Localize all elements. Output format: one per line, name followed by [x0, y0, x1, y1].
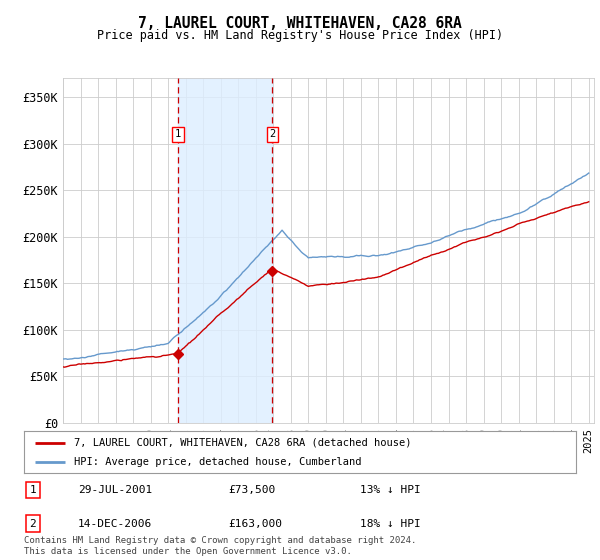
Text: 14-DEC-2006: 14-DEC-2006 — [78, 519, 152, 529]
Text: 29-JUL-2001: 29-JUL-2001 — [78, 485, 152, 495]
Text: Price paid vs. HM Land Registry's House Price Index (HPI): Price paid vs. HM Land Registry's House … — [97, 29, 503, 42]
Bar — [178, 78, 272, 423]
Text: 7, LAUREL COURT, WHITEHAVEN, CA28 6RA: 7, LAUREL COURT, WHITEHAVEN, CA28 6RA — [138, 16, 462, 31]
Text: HPI: Average price, detached house, Cumberland: HPI: Average price, detached house, Cumb… — [74, 457, 361, 467]
Text: 2: 2 — [269, 129, 275, 139]
Text: £73,500: £73,500 — [228, 485, 275, 495]
Text: 7, LAUREL COURT, WHITEHAVEN, CA28 6RA (detached house): 7, LAUREL COURT, WHITEHAVEN, CA28 6RA (d… — [74, 437, 411, 447]
Text: 13% ↓ HPI: 13% ↓ HPI — [360, 485, 421, 495]
Text: 18% ↓ HPI: 18% ↓ HPI — [360, 519, 421, 529]
Text: £163,000: £163,000 — [228, 519, 282, 529]
Text: Contains HM Land Registry data © Crown copyright and database right 2024.
This d: Contains HM Land Registry data © Crown c… — [24, 536, 416, 556]
Text: 1: 1 — [175, 129, 181, 139]
Text: 1: 1 — [29, 485, 37, 495]
Text: 2: 2 — [29, 519, 37, 529]
